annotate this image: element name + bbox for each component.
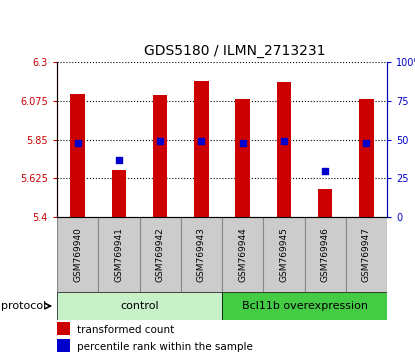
Bar bbox=[57, 339, 70, 352]
Bar bbox=[235, 99, 250, 217]
Bar bbox=[181, 217, 222, 292]
Bar bbox=[222, 292, 387, 320]
Bar bbox=[71, 94, 85, 217]
Point bbox=[239, 140, 246, 145]
Text: Bcl11b overexpression: Bcl11b overexpression bbox=[242, 301, 368, 311]
Bar bbox=[277, 82, 291, 217]
Text: percentile rank within the sample: percentile rank within the sample bbox=[77, 342, 253, 352]
Text: GSM769945: GSM769945 bbox=[279, 227, 288, 282]
Point bbox=[74, 140, 81, 145]
Bar bbox=[139, 217, 181, 292]
Point bbox=[363, 140, 370, 145]
Bar bbox=[57, 217, 98, 292]
Point bbox=[115, 157, 122, 162]
Bar bbox=[57, 322, 70, 335]
Point bbox=[322, 168, 328, 173]
Bar bbox=[112, 170, 126, 217]
Bar bbox=[222, 217, 263, 292]
Point bbox=[281, 138, 287, 144]
Text: GSM769941: GSM769941 bbox=[115, 227, 123, 282]
Bar bbox=[318, 189, 332, 217]
Bar bbox=[57, 292, 222, 320]
Text: GSM769940: GSM769940 bbox=[73, 227, 82, 282]
Bar bbox=[153, 95, 167, 217]
Text: GSM769946: GSM769946 bbox=[321, 227, 330, 282]
Text: GSM769947: GSM769947 bbox=[362, 227, 371, 282]
Point bbox=[157, 138, 164, 144]
Bar bbox=[359, 99, 374, 217]
Text: transformed count: transformed count bbox=[77, 325, 174, 335]
Text: GSM769942: GSM769942 bbox=[156, 227, 165, 282]
Bar bbox=[346, 217, 387, 292]
Point bbox=[198, 138, 205, 144]
Text: control: control bbox=[120, 301, 159, 311]
Bar bbox=[98, 217, 139, 292]
Bar bbox=[194, 81, 209, 217]
Text: GSM769943: GSM769943 bbox=[197, 227, 206, 282]
Bar bbox=[263, 217, 305, 292]
Text: GSM769944: GSM769944 bbox=[238, 227, 247, 282]
Bar bbox=[305, 217, 346, 292]
Text: protocol: protocol bbox=[0, 301, 46, 311]
Text: GDS5180 / ILMN_2713231: GDS5180 / ILMN_2713231 bbox=[144, 45, 325, 58]
